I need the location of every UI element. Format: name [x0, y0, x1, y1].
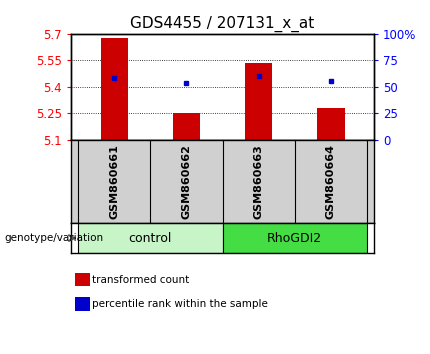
Text: GSM860661: GSM860661: [109, 144, 119, 219]
Text: percentile rank within the sample: percentile rank within the sample: [92, 299, 268, 309]
Text: GSM860664: GSM860664: [326, 144, 336, 219]
Title: GDS4455 / 207131_x_at: GDS4455 / 207131_x_at: [130, 16, 315, 32]
Text: GSM860662: GSM860662: [181, 144, 191, 219]
Bar: [317, 108, 344, 140]
Text: control: control: [129, 232, 172, 245]
Bar: [78, 223, 223, 253]
Text: GSM860663: GSM860663: [254, 144, 264, 219]
Text: RhoGDI2: RhoGDI2: [267, 232, 322, 245]
Bar: [101, 38, 128, 140]
Text: genotype/variation: genotype/variation: [4, 233, 104, 243]
Text: transformed count: transformed count: [92, 275, 190, 285]
Bar: [245, 63, 272, 140]
Bar: [173, 113, 200, 140]
Bar: [223, 223, 367, 253]
